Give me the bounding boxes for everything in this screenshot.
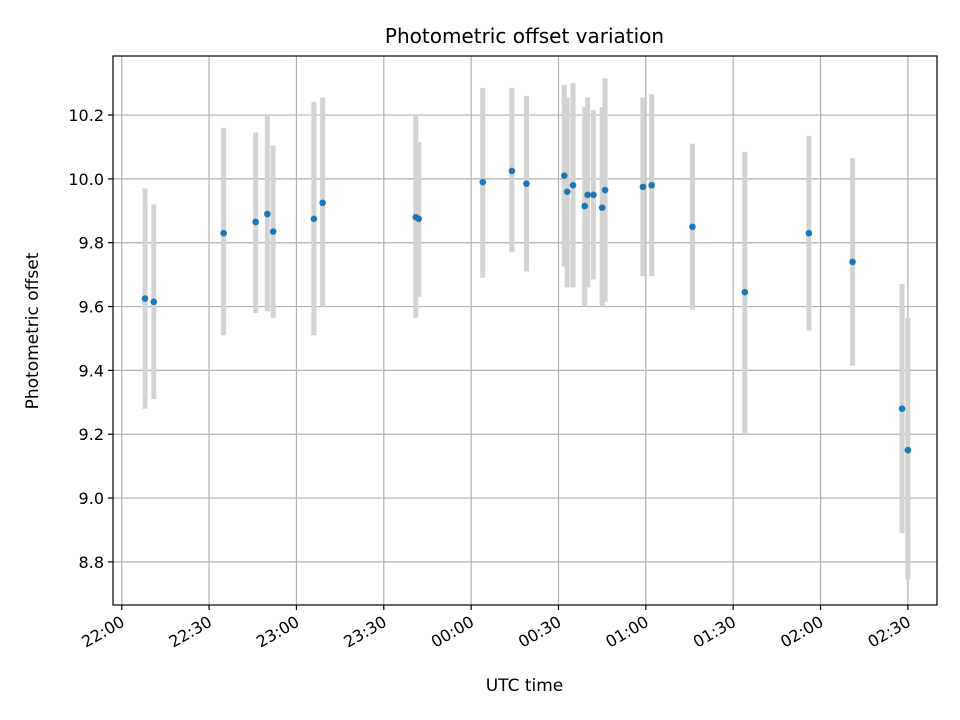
x-tick-label: 01:30 — [690, 612, 739, 652]
y-tick-label: 10.2 — [68, 106, 104, 125]
data-point — [581, 202, 588, 210]
x-tick-label: 00:00 — [428, 612, 477, 652]
data-point — [508, 167, 516, 175]
data-point — [415, 215, 423, 223]
y-tick-label: 9.8 — [79, 234, 104, 253]
data-points — [141, 167, 912, 454]
x-tick-label: 02:00 — [777, 612, 826, 652]
x-tick-label: 01:00 — [602, 612, 651, 652]
data-point — [904, 446, 912, 454]
x-tick-label: 23:30 — [340, 612, 389, 652]
x-tick-label: 23:00 — [253, 612, 302, 652]
data-point — [150, 298, 158, 306]
data-point — [264, 210, 271, 218]
data-point — [563, 188, 571, 195]
plot-frame — [112, 55, 938, 606]
data-point — [849, 258, 856, 266]
y-axis-label: Photometric offset — [23, 252, 43, 409]
x-axis-label: UTC time — [486, 676, 564, 696]
data-point — [269, 228, 277, 235]
data-point — [220, 229, 227, 237]
x-tick-label: 02:30 — [864, 612, 913, 652]
data-point — [584, 191, 591, 199]
data-point — [598, 204, 606, 211]
x-axis-ticks: 22:00 22:30 23:00 23:30 00:00 00:30 01:00 01:30… — [78, 605, 914, 652]
data-point — [741, 288, 749, 296]
data-point — [569, 181, 577, 189]
data-point — [590, 191, 597, 199]
data-point — [523, 180, 530, 187]
x-tick-label: 00:30 — [515, 612, 564, 652]
x-tick-label: 22:30 — [166, 612, 215, 652]
data-point — [639, 183, 647, 191]
y-tick-label: 9.4 — [79, 361, 104, 380]
data-point — [479, 178, 487, 186]
data-point — [319, 199, 326, 207]
data-point — [601, 186, 609, 194]
y-axis-ticks: 8.8 9.0 9.2 9.4 9.6 9.8 10.0 10.2 — [68, 106, 113, 572]
y-tick-label: 10.0 — [68, 170, 104, 189]
y-tick-label: 8.8 — [79, 553, 104, 572]
data-point — [898, 405, 906, 413]
data-point — [805, 229, 813, 237]
data-point — [310, 215, 318, 223]
data-point — [561, 172, 568, 179]
error-bars — [142, 78, 911, 580]
x-tick-label: 22:00 — [78, 612, 127, 652]
chart-title: Photometric offset variation — [385, 24, 664, 48]
data-point — [141, 295, 149, 302]
data-point — [648, 181, 655, 189]
y-tick-label: 9.2 — [79, 425, 104, 444]
y-tick-label: 9.0 — [79, 489, 104, 508]
y-tick-label: 9.6 — [79, 298, 104, 317]
data-point — [252, 218, 259, 226]
data-point — [689, 223, 696, 231]
